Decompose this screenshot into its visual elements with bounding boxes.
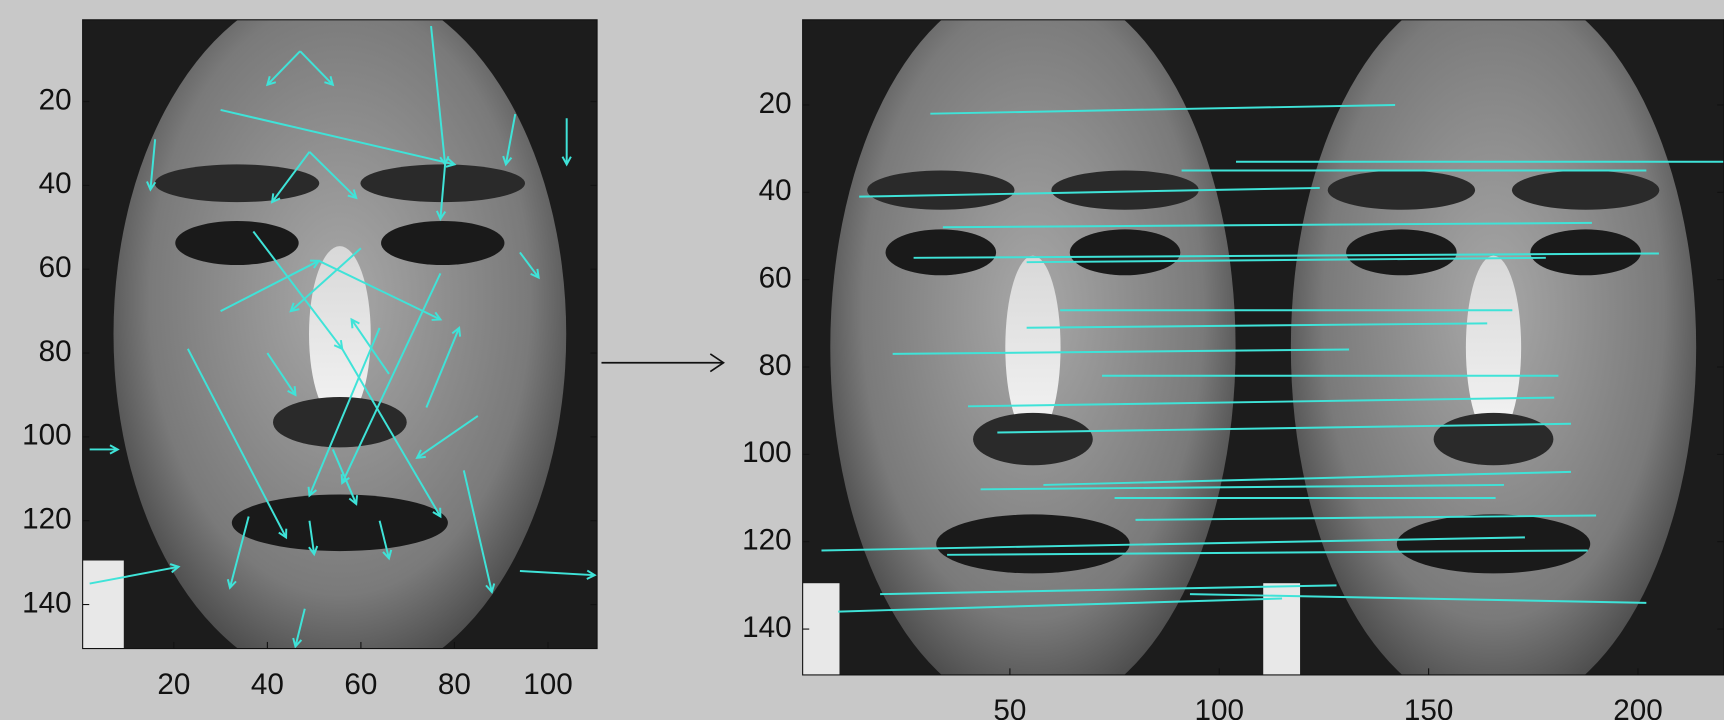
nose <box>1005 256 1060 439</box>
y-tick-label: 100 <box>22 419 71 452</box>
y-tick-label: 80 <box>39 335 72 368</box>
x-tick-label: 20 <box>157 668 190 701</box>
y-tick-label: 120 <box>742 524 791 557</box>
y-tick-label: 80 <box>759 349 792 382</box>
eye <box>1530 229 1641 275</box>
axes: 20 40 60 80 100 20 40 60 80 100 120 140 <box>22 0 597 701</box>
nose <box>1466 256 1521 439</box>
x-tick-label: 40 <box>251 668 284 701</box>
brow <box>1512 170 1659 209</box>
page: {"chart_data": [ {"type": "image", "xlim… <box>0 0 1724 720</box>
figure: 20 40 60 80 100 20 40 60 80 100 120 140 50 100 150 200 2… <box>0 0 1724 720</box>
nostrils <box>1434 413 1554 465</box>
mouth <box>1397 514 1590 573</box>
eye <box>381 221 504 265</box>
brow <box>155 164 320 202</box>
x-tick-label: 100 <box>1195 694 1244 720</box>
x-tick-label: 200 <box>1613 694 1662 720</box>
y-tick-label: 40 <box>39 167 72 200</box>
y-tick-label: 140 <box>742 611 791 644</box>
mouth <box>232 495 448 552</box>
y-tick-label: 20 <box>39 83 72 116</box>
x-tick-label: 60 <box>344 668 377 701</box>
y-tick-label: 60 <box>759 262 792 295</box>
eye <box>1070 229 1181 275</box>
x-tick-label: 100 <box>523 668 572 701</box>
eye <box>886 229 997 275</box>
image <box>803 0 1724 714</box>
y-tick-label: 100 <box>742 436 791 469</box>
x-tick-label: 150 <box>1404 694 1453 720</box>
x-tick-label: 80 <box>438 668 471 701</box>
y-tick-label: 120 <box>22 503 71 536</box>
nostrils <box>973 413 1093 465</box>
y-tick-label: 20 <box>759 87 792 120</box>
axes: 50 100 150 200 20 40 60 80 100 120 140 <box>742 0 1724 720</box>
brow <box>867 170 1014 209</box>
mouth <box>936 514 1129 573</box>
eye <box>1346 229 1457 275</box>
x-tick-label: 50 <box>993 694 1026 720</box>
y-tick-label: 60 <box>39 251 72 284</box>
image <box>83 0 597 686</box>
y-tick-label: 140 <box>22 586 71 619</box>
brow <box>1328 170 1475 209</box>
eye <box>175 221 298 265</box>
y-tick-label: 40 <box>759 174 792 207</box>
